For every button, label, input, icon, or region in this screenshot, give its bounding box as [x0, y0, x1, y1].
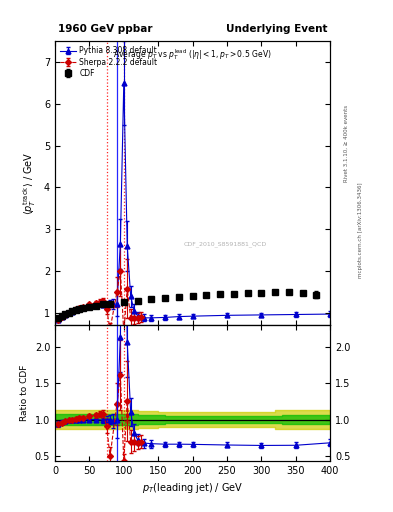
Text: CDF_2010_S8591881_QCD: CDF_2010_S8591881_QCD: [184, 242, 267, 247]
X-axis label: $p_T$(leading jet) / GeV: $p_T$(leading jet) / GeV: [142, 481, 243, 495]
Y-axis label: Ratio to CDF: Ratio to CDF: [20, 365, 29, 421]
Text: mcplots.cern.ch [arXiv:1306.3436]: mcplots.cern.ch [arXiv:1306.3436]: [358, 183, 363, 278]
Text: 1960 GeV ppbar: 1960 GeV ppbar: [58, 24, 152, 34]
Legend: Pythia 8.308 default, Sherpa 2.2.2 default, CDF: Pythia 8.308 default, Sherpa 2.2.2 defau…: [59, 45, 159, 79]
Text: Rivet 3.1.10, ≥ 400k events: Rivet 3.1.10, ≥ 400k events: [344, 105, 349, 182]
Text: Underlying Event: Underlying Event: [226, 24, 327, 34]
Text: Average $p_T$ vs $p_T^{\mathrm{lead}}$ ($|\eta| < 1, p_T > 0.5$ GeV): Average $p_T$ vs $p_T^{\mathrm{lead}}$ (…: [113, 47, 272, 61]
Y-axis label: $\langle p_T^{\mathrm{track}} \rangle$ / GeV: $\langle p_T^{\mathrm{track}} \rangle$ /…: [22, 152, 39, 215]
